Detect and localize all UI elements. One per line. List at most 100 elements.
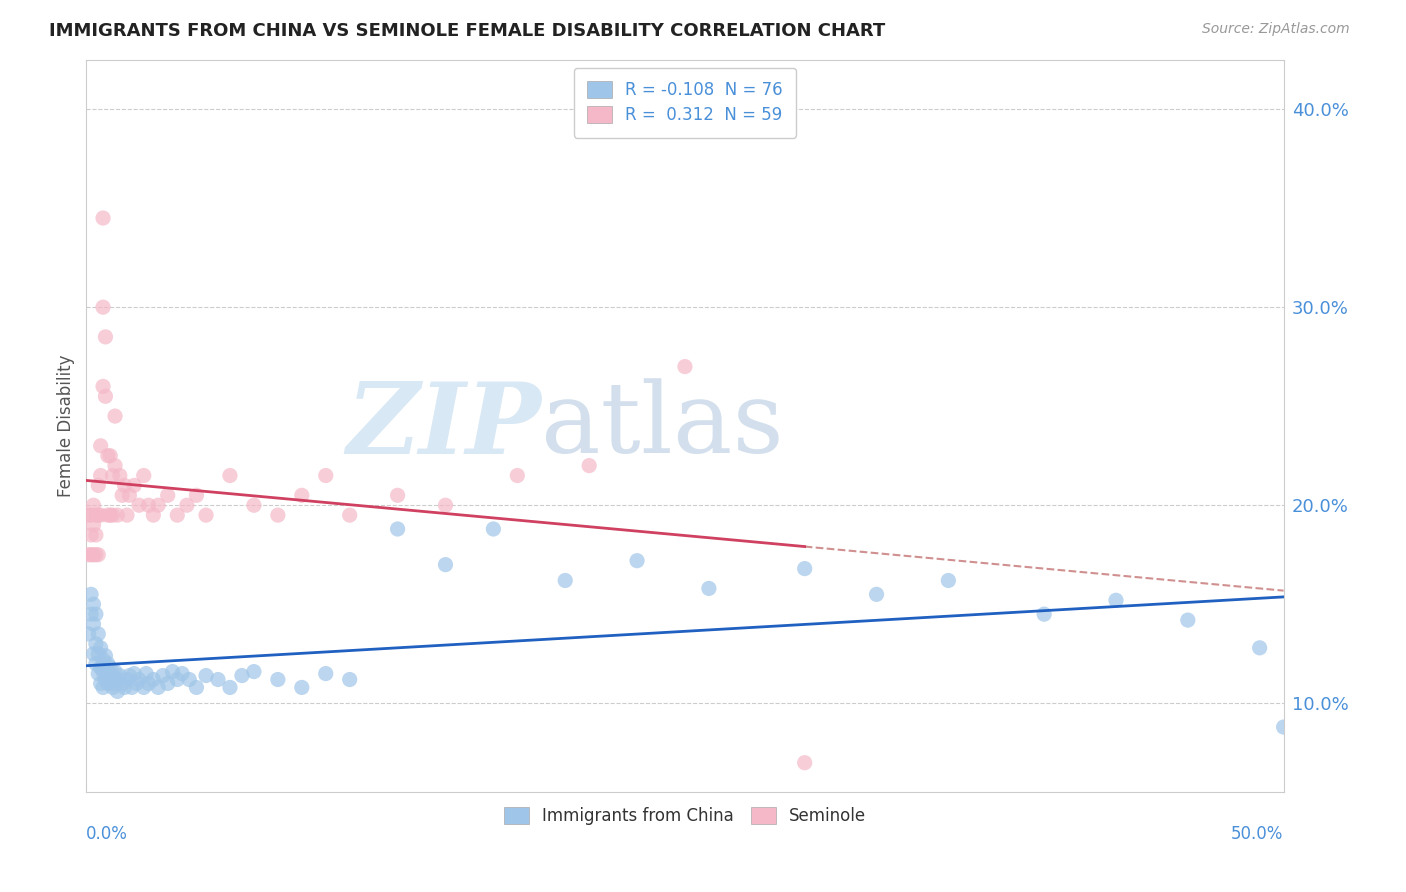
Text: Source: ZipAtlas.com: Source: ZipAtlas.com xyxy=(1202,22,1350,37)
Point xyxy=(107,508,129,523)
Point xyxy=(94,330,117,344)
Point xyxy=(142,508,165,523)
Point xyxy=(94,648,117,663)
Point xyxy=(243,665,266,679)
Point xyxy=(87,478,110,492)
Point xyxy=(84,528,107,542)
Point xyxy=(97,657,120,671)
Point xyxy=(231,668,253,682)
Point xyxy=(118,488,141,502)
Point xyxy=(673,359,696,374)
Point xyxy=(166,673,188,687)
Point xyxy=(626,554,648,568)
Point xyxy=(94,660,117,674)
Point xyxy=(267,508,290,523)
Point xyxy=(339,673,361,687)
Point xyxy=(1033,607,1056,622)
Point xyxy=(94,673,117,687)
Point xyxy=(91,300,114,314)
Point xyxy=(243,498,266,512)
Legend: Immigrants from China, Seminole: Immigrants from China, Seminole xyxy=(498,800,873,831)
Text: 50.0%: 50.0% xyxy=(1232,825,1284,844)
Point xyxy=(291,681,314,695)
Point xyxy=(339,508,361,523)
Point xyxy=(87,548,110,562)
Point xyxy=(101,668,124,682)
Point xyxy=(506,468,529,483)
Point xyxy=(186,681,208,695)
Point xyxy=(97,508,120,523)
Point xyxy=(121,681,143,695)
Point xyxy=(179,673,201,687)
Point xyxy=(87,627,110,641)
Point xyxy=(865,587,887,601)
Point xyxy=(90,660,112,674)
Point xyxy=(793,561,815,575)
Point xyxy=(128,498,150,512)
Point xyxy=(104,676,127,690)
Point xyxy=(1249,640,1271,655)
Point xyxy=(82,548,104,562)
Point xyxy=(219,681,242,695)
Point xyxy=(115,673,138,687)
Point xyxy=(793,756,815,770)
Point xyxy=(195,508,218,523)
Point xyxy=(114,681,136,695)
Point xyxy=(97,676,120,690)
Text: IMMIGRANTS FROM CHINA VS SEMINOLE FEMALE DISABILITY CORRELATION CHART: IMMIGRANTS FROM CHINA VS SEMINOLE FEMALE… xyxy=(49,22,886,40)
Point xyxy=(80,607,103,622)
Point xyxy=(108,468,131,483)
Point xyxy=(82,617,104,632)
Point xyxy=(90,508,112,523)
Point xyxy=(90,468,112,483)
Point xyxy=(87,666,110,681)
Point xyxy=(1177,613,1199,627)
Point xyxy=(87,647,110,661)
Point xyxy=(101,681,124,695)
Point xyxy=(122,478,145,492)
Point xyxy=(98,449,121,463)
Point xyxy=(80,548,103,562)
Point xyxy=(104,458,127,473)
Point xyxy=(315,468,337,483)
Point xyxy=(128,673,150,687)
Point xyxy=(82,498,104,512)
Point xyxy=(111,488,134,502)
Point xyxy=(1272,720,1295,734)
Point xyxy=(195,668,218,682)
Point xyxy=(118,668,141,682)
Point xyxy=(80,587,103,601)
Point xyxy=(87,508,110,523)
Point xyxy=(98,673,121,687)
Point xyxy=(138,676,160,690)
Point xyxy=(91,653,114,667)
Point xyxy=(697,582,720,596)
Point xyxy=(387,488,409,502)
Point xyxy=(101,468,124,483)
Point xyxy=(111,676,134,690)
Point xyxy=(578,458,600,473)
Point xyxy=(97,449,120,463)
Text: ZIP: ZIP xyxy=(346,377,541,475)
Point xyxy=(90,640,112,655)
Point xyxy=(107,673,129,687)
Point xyxy=(142,673,165,687)
Point xyxy=(82,597,104,611)
Point xyxy=(82,518,104,533)
Point xyxy=(1105,593,1128,607)
Point xyxy=(84,548,107,562)
Point xyxy=(938,574,960,588)
Point xyxy=(94,389,117,403)
Point xyxy=(387,522,409,536)
Point xyxy=(315,666,337,681)
Point xyxy=(176,498,198,512)
Point xyxy=(91,211,114,225)
Point xyxy=(77,548,100,562)
Point xyxy=(156,488,179,502)
Point xyxy=(107,684,129,698)
Point xyxy=(186,488,208,502)
Point xyxy=(267,673,290,687)
Point xyxy=(482,522,505,536)
Point xyxy=(84,508,107,523)
Point xyxy=(152,668,174,682)
